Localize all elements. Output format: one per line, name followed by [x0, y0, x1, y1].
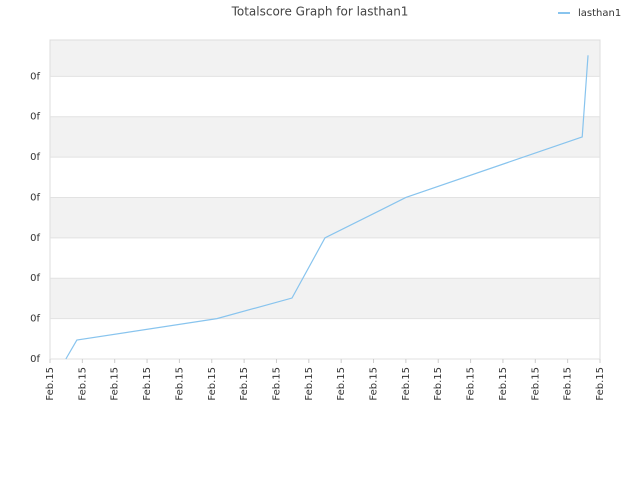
- y-tick-label: 0f: [30, 112, 40, 123]
- x-tick-label: Feb.15: [110, 367, 121, 401]
- y-tick-label: 0f: [30, 273, 40, 284]
- data-line: [65, 55, 589, 360]
- y-tick-label: 0f: [30, 192, 40, 203]
- x-tick-label: Feb.15: [239, 367, 250, 401]
- plot-band: [50, 278, 600, 319]
- plot-band: [50, 197, 600, 238]
- y-tick-label: 0f: [30, 71, 40, 82]
- x-tick-label: Feb.15: [563, 367, 574, 401]
- x-tick-label: Feb.15: [304, 367, 315, 401]
- x-tick-label: Feb.15: [207, 367, 218, 401]
- y-tick-label: 0f: [30, 233, 40, 244]
- x-tick-label: Feb.15: [45, 367, 56, 401]
- x-tick-label: Feb.15: [401, 367, 412, 401]
- x-tick-label: Feb.15: [530, 367, 541, 401]
- x-tick-label: Feb.15: [498, 367, 509, 401]
- y-tick-label: 0f: [30, 314, 40, 325]
- plot-band: [50, 40, 600, 77]
- legend-label: lasthan1: [578, 8, 621, 19]
- plot-band: [50, 116, 600, 158]
- x-tick-label: Feb.15: [433, 367, 444, 401]
- y-tick-label: 0f: [30, 152, 40, 163]
- x-tick-label: Feb.15: [271, 367, 282, 401]
- x-tick-label: Feb.15: [77, 367, 88, 401]
- x-tick-label: Feb.15: [595, 367, 606, 401]
- chart-title: Totalscore Graph for lasthan1: [231, 5, 409, 19]
- x-tick-label: Feb.15: [174, 367, 185, 401]
- x-tick-label: Feb.15: [142, 367, 153, 401]
- x-tick-label: Feb.15: [466, 367, 477, 401]
- x-tick-label: Feb.15: [369, 367, 380, 401]
- x-tick-label: Feb.15: [336, 367, 347, 401]
- y-tick-label: 0f: [30, 354, 40, 365]
